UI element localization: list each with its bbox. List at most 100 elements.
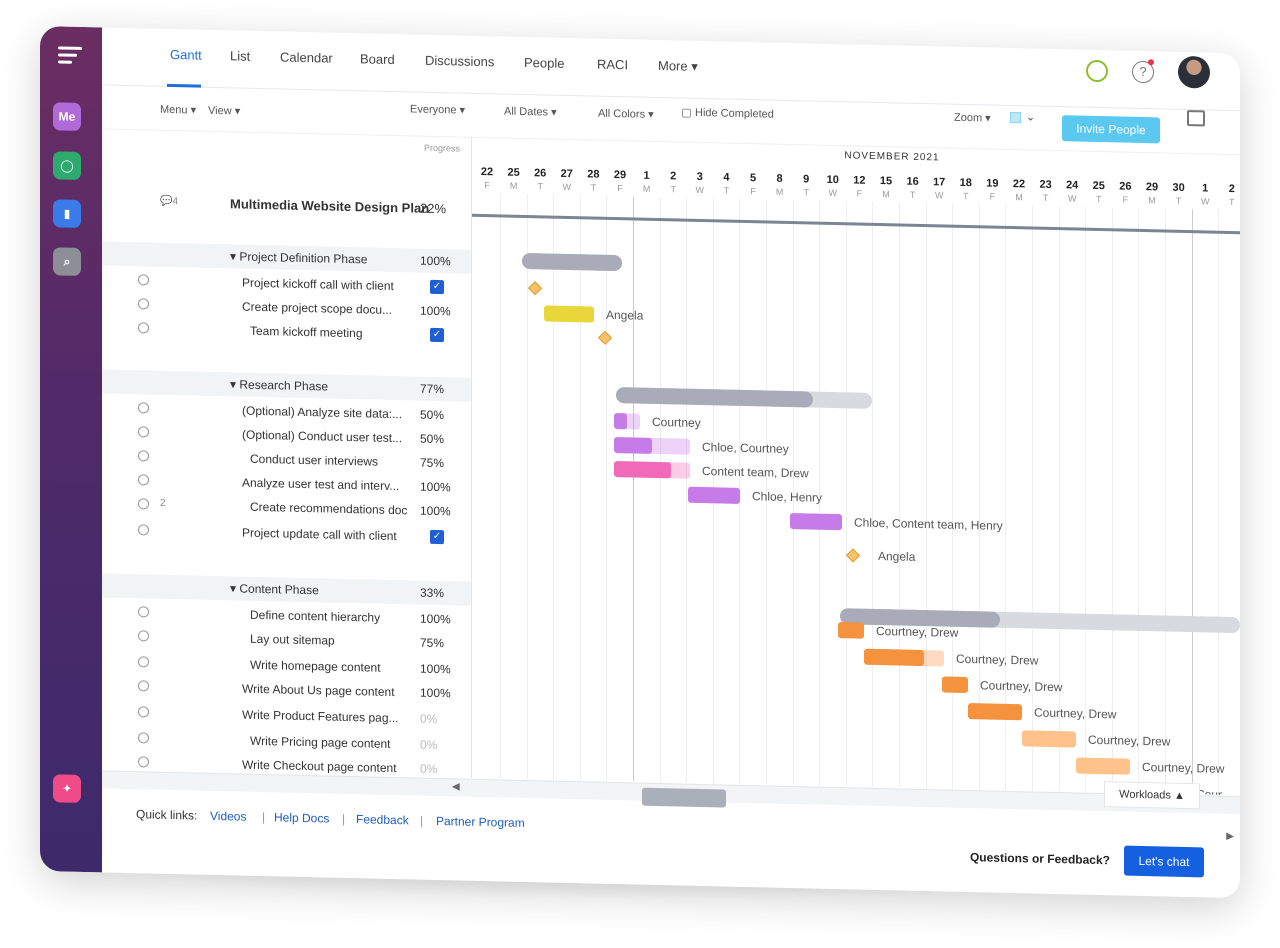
completed-checkbox[interactable]: ✓ bbox=[430, 529, 444, 545]
clock-icon[interactable] bbox=[138, 656, 149, 668]
zoom-dropdown[interactable]: Zoom ▾ bbox=[954, 111, 991, 125]
task-bar[interactable] bbox=[838, 622, 864, 639]
clock-icon[interactable] bbox=[138, 524, 149, 536]
task-name[interactable]: (Optional) Conduct user test... bbox=[242, 427, 403, 446]
milestone-diamond-icon[interactable] bbox=[527, 281, 543, 296]
tab-list[interactable]: List bbox=[230, 48, 251, 64]
tab-calendar[interactable]: Calendar bbox=[280, 49, 333, 66]
completed-checkbox[interactable]: ✓ bbox=[430, 279, 444, 295]
menu-dropdown[interactable]: Menu ▾ bbox=[160, 103, 197, 117]
task-name[interactable]: Write Pricing page content bbox=[250, 733, 391, 751]
hide-completed-checkbox[interactable] bbox=[682, 108, 691, 118]
clock-icon[interactable] bbox=[138, 630, 149, 642]
tab-board[interactable]: Board bbox=[360, 51, 395, 68]
scrollbar-thumb[interactable] bbox=[642, 787, 726, 808]
tab-gantt[interactable]: Gantt bbox=[170, 46, 202, 63]
task-bar[interactable] bbox=[1022, 730, 1076, 748]
grid-line bbox=[659, 197, 661, 796]
task-name[interactable]: Define content hierarchy bbox=[250, 607, 381, 625]
link-videos[interactable]: Videos bbox=[210, 808, 247, 824]
project-row[interactable]: 💬4 Multimedia Website Design Plan 22% bbox=[102, 185, 472, 223]
tab-more[interactable]: More ▾ bbox=[658, 58, 698, 74]
task-name[interactable]: (Optional) Analyze site data:... bbox=[242, 403, 403, 422]
task-name[interactable]: Team kickoff meeting bbox=[250, 323, 363, 341]
invite-people-button[interactable]: Invite People bbox=[1062, 115, 1160, 144]
weekday-letter: T bbox=[723, 185, 730, 196]
clock-icon[interactable] bbox=[138, 756, 149, 768]
color-swatch-icon[interactable] bbox=[1010, 112, 1021, 124]
all-colors-filter[interactable]: All Colors ▾ bbox=[598, 107, 654, 121]
task-bar[interactable] bbox=[614, 461, 690, 479]
task-bar[interactable] bbox=[544, 305, 594, 323]
sidebar-search-button[interactable]: ⌕ bbox=[53, 247, 81, 276]
task-bar[interactable] bbox=[1076, 757, 1130, 775]
clock-icon[interactable] bbox=[138, 606, 149, 618]
workloads-toggle-button[interactable]: Workloads ▲ bbox=[1104, 781, 1200, 810]
task-name[interactable]: Write Checkout page content bbox=[242, 757, 397, 776]
task-bar[interactable] bbox=[968, 703, 1022, 721]
phase-bar[interactable] bbox=[522, 252, 622, 272]
phase-name[interactable]: ▾ Content Phase bbox=[230, 581, 319, 598]
tab-people[interactable]: People bbox=[524, 54, 565, 71]
scroll-right-arrow-icon[interactable]: ▶ bbox=[1226, 830, 1234, 843]
phase-bar[interactable] bbox=[616, 387, 872, 409]
task-name[interactable]: Project kickoff call with client bbox=[242, 275, 394, 294]
clock-icon[interactable] bbox=[138, 474, 149, 486]
task-name[interactable]: Lay out sitemap bbox=[250, 631, 335, 648]
sidebar-discussions-button[interactable]: ◯ bbox=[53, 151, 81, 180]
lets-chat-button[interactable]: Let's chat bbox=[1124, 845, 1204, 878]
task-name[interactable]: Write homepage content bbox=[250, 657, 381, 675]
clock-icon[interactable] bbox=[138, 298, 149, 310]
task-bar[interactable] bbox=[688, 486, 740, 504]
milestone-diamond-icon[interactable] bbox=[845, 548, 861, 563]
task-name[interactable]: Create recommendations doc bbox=[250, 499, 408, 518]
link-partner-program[interactable]: Partner Program bbox=[436, 813, 525, 830]
all-dates-filter[interactable]: All Dates ▾ bbox=[504, 105, 557, 119]
task-bar[interactable] bbox=[614, 437, 690, 455]
scroll-left-arrow-icon[interactable]: ◀ bbox=[452, 781, 460, 793]
project-name[interactable]: Multimedia Website Design Plan bbox=[230, 196, 430, 216]
task-bar[interactable] bbox=[942, 676, 968, 694]
clock-icon[interactable] bbox=[138, 426, 149, 438]
milestone-diamond-icon[interactable] bbox=[597, 330, 613, 345]
completed-checkbox[interactable]: ✓ bbox=[430, 327, 444, 343]
teamgantt-logo-icon[interactable] bbox=[58, 46, 82, 67]
sidebar-me-button[interactable]: Me bbox=[53, 102, 81, 131]
clock-icon[interactable] bbox=[138, 322, 149, 334]
tab-raci[interactable]: RACI bbox=[597, 56, 629, 73]
user-avatar[interactable] bbox=[1178, 55, 1210, 89]
clock-icon[interactable] bbox=[138, 706, 149, 718]
clock-icon[interactable] bbox=[138, 274, 149, 286]
time-tracker-clock-icon[interactable] bbox=[1086, 59, 1108, 83]
task-bar[interactable] bbox=[614, 413, 640, 430]
task-bar[interactable] bbox=[864, 648, 944, 667]
clock-icon[interactable] bbox=[138, 498, 149, 510]
comment-count-icon[interactable]: 💬4 bbox=[160, 195, 179, 208]
phase-name[interactable]: ▾ Research Phase bbox=[230, 377, 329, 394]
sidebar-integrations-button[interactable]: ✦ bbox=[53, 774, 81, 803]
link-feedback[interactable]: Feedback bbox=[356, 812, 409, 828]
task-progress: 0% bbox=[420, 761, 438, 777]
task-name[interactable]: Write Product Features pag... bbox=[242, 707, 399, 726]
task-name[interactable]: Write About Us page content bbox=[242, 681, 395, 700]
clock-icon[interactable] bbox=[138, 450, 149, 462]
day-number: 22 bbox=[1012, 178, 1026, 191]
clock-icon[interactable] bbox=[138, 732, 149, 744]
presentation-play-icon[interactable] bbox=[1187, 110, 1205, 127]
everyone-filter[interactable]: Everyone ▾ bbox=[410, 103, 466, 117]
clock-icon[interactable] bbox=[138, 402, 149, 414]
link-help-docs[interactable]: Help Docs bbox=[274, 810, 330, 826]
task-name[interactable]: Create project scope docu... bbox=[242, 299, 393, 317]
task-bar[interactable] bbox=[790, 513, 842, 531]
sidebar-reports-button[interactable]: ▮ bbox=[53, 199, 81, 228]
task-name[interactable]: Project update call with client bbox=[242, 525, 397, 544]
weekday-letter: T bbox=[1042, 192, 1049, 203]
clock-icon[interactable] bbox=[138, 680, 149, 692]
task-name[interactable]: Analyze user test and interv... bbox=[242, 475, 400, 494]
view-dropdown[interactable]: View ▾ bbox=[208, 104, 241, 118]
task-name[interactable]: Conduct user interviews bbox=[250, 451, 379, 469]
phase-name[interactable]: ▾ Project Definition Phase bbox=[230, 249, 368, 267]
tab-discussions[interactable]: Discussions bbox=[425, 52, 495, 70]
comment-count-icon[interactable]: 2 bbox=[160, 497, 166, 509]
chevron-down-icon[interactable]: ⌄ bbox=[1026, 111, 1036, 124]
